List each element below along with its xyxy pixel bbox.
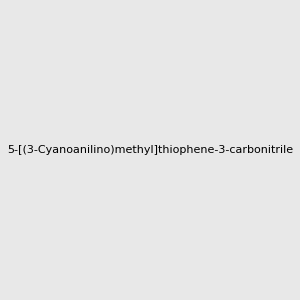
Text: 5-[(3-Cyanoanilino)methyl]thiophene-3-carbonitrile: 5-[(3-Cyanoanilino)methyl]thiophene-3-ca… (7, 145, 293, 155)
